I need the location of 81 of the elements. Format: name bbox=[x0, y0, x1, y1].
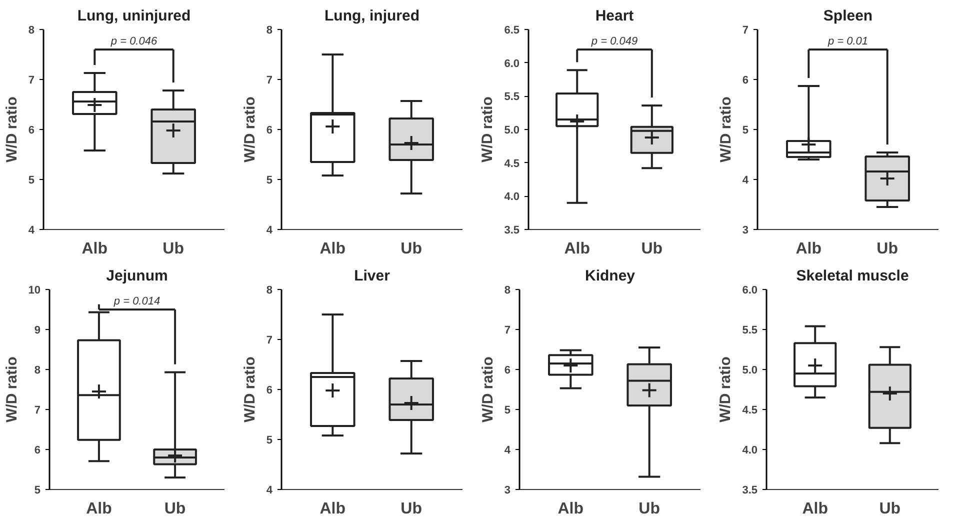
y-tick-label: 3 bbox=[742, 224, 749, 236]
y-tick-label: 4 bbox=[28, 224, 36, 236]
y-tick-label: 8 bbox=[34, 364, 41, 376]
y-tick-label: 10 bbox=[28, 284, 41, 296]
x-tick-label: Ub bbox=[879, 500, 901, 518]
y-axis-title: W/D ratio bbox=[717, 96, 734, 162]
chart-title: Jejunum bbox=[106, 268, 168, 284]
y-tick-label: 6 bbox=[504, 364, 511, 376]
y-tick-label: 5 bbox=[742, 124, 749, 136]
y-tick-label: 7 bbox=[266, 334, 273, 346]
y-tick-label: 8 bbox=[28, 24, 35, 36]
chart-title: Lung, uninjured bbox=[77, 8, 191, 24]
y-tick-label: 6 bbox=[28, 124, 35, 136]
y-tick-label: 6 bbox=[266, 124, 273, 136]
x-tick-label: Ub bbox=[641, 240, 663, 258]
y-tick-label: 5 bbox=[266, 174, 273, 186]
y-tick-label: 4.5 bbox=[742, 404, 758, 416]
y-tick-label: 5 bbox=[266, 434, 273, 446]
y-tick-label: 5.5 bbox=[742, 324, 758, 336]
y-tick-label: 8 bbox=[504, 284, 511, 296]
y-axis-title: W/D ratio bbox=[241, 356, 258, 422]
chart-title: Heart bbox=[595, 8, 634, 24]
y-tick-label: 7 bbox=[28, 74, 35, 86]
y-axis-title: W/D ratio bbox=[3, 356, 20, 422]
y-tick-label: 5.5 bbox=[504, 91, 520, 104]
y-tick-label: 7 bbox=[504, 324, 511, 336]
y-tick-label: 5 bbox=[28, 174, 35, 186]
x-tick-label: Alb bbox=[558, 500, 584, 518]
x-tick-label: Alb bbox=[564, 240, 590, 258]
x-tick-label: Alb bbox=[320, 500, 346, 518]
y-tick-label: 4 bbox=[266, 484, 274, 496]
y-axis-title: W/D ratio bbox=[479, 96, 496, 162]
y-tick-label: 8 bbox=[266, 284, 273, 296]
y-tick-label: 4.5 bbox=[504, 158, 520, 170]
y-tick-label: 3 bbox=[504, 484, 511, 496]
chart-title: Lung, injured bbox=[324, 8, 420, 24]
y-tick-label: 7 bbox=[266, 74, 273, 86]
y-tick-label: 6 bbox=[34, 444, 41, 456]
chart-title: Kidney bbox=[584, 268, 636, 284]
y-tick-label: 4.0 bbox=[504, 191, 520, 204]
y-tick-label: 6 bbox=[742, 74, 749, 86]
y-axis-title: W/D ratio bbox=[479, 356, 496, 422]
x-tick-label: Alb bbox=[802, 500, 828, 518]
y-tick-label: 9 bbox=[34, 324, 41, 336]
y-tick-label: 5 bbox=[504, 404, 511, 416]
y-tick-label: 5.0 bbox=[504, 124, 520, 136]
chart-title: Spleen bbox=[823, 8, 873, 24]
x-tick-label: Alb bbox=[86, 500, 112, 518]
x-tick-label: Alb bbox=[82, 240, 108, 258]
annotation: p = 0.049 bbox=[590, 36, 638, 48]
y-tick-label: 4 bbox=[266, 224, 274, 236]
x-tick-label: Ub bbox=[164, 500, 186, 518]
y-tick-label: 8 bbox=[266, 24, 273, 36]
y-tick-label: 6.0 bbox=[742, 284, 758, 296]
y-tick-label: 3.5 bbox=[742, 484, 758, 496]
annotation: p = 0.046 bbox=[110, 36, 158, 48]
y-axis-title: W/D ratio bbox=[717, 356, 734, 422]
y-tick-label: 4.0 bbox=[742, 444, 758, 456]
y-axis-title: W/D ratio bbox=[241, 96, 258, 162]
y-tick-label: 6.0 bbox=[504, 58, 520, 70]
x-tick-label: Ub bbox=[400, 500, 422, 518]
x-tick-label: Ub bbox=[400, 240, 422, 258]
y-tick-label: 5.0 bbox=[742, 364, 758, 376]
y-tick-label: 6 bbox=[266, 384, 273, 396]
y-tick-label: 7 bbox=[34, 404, 41, 416]
y-tick-label: 3.5 bbox=[504, 224, 520, 236]
x-tick-label: Alb bbox=[320, 240, 346, 258]
y-tick-label: 6.5 bbox=[504, 24, 520, 36]
x-tick-label: Alb bbox=[796, 240, 822, 258]
annotation: p = 0.01 bbox=[826, 36, 868, 48]
x-tick-label: Ub bbox=[162, 240, 184, 258]
x-tick-label: Ub bbox=[876, 240, 898, 258]
y-tick-label: 5 bbox=[34, 484, 41, 496]
y-axis-title: W/D ratio bbox=[3, 96, 20, 162]
annotation: p = 0.014 bbox=[112, 296, 160, 308]
y-tick-label: 4 bbox=[504, 444, 512, 456]
y-tick-label: 4 bbox=[742, 174, 750, 186]
chart-title: Skeletal muscle bbox=[796, 268, 909, 284]
y-tick-label: 7 bbox=[742, 24, 749, 36]
chart-title: Liver bbox=[354, 268, 390, 284]
x-tick-label: Ub bbox=[638, 500, 660, 518]
